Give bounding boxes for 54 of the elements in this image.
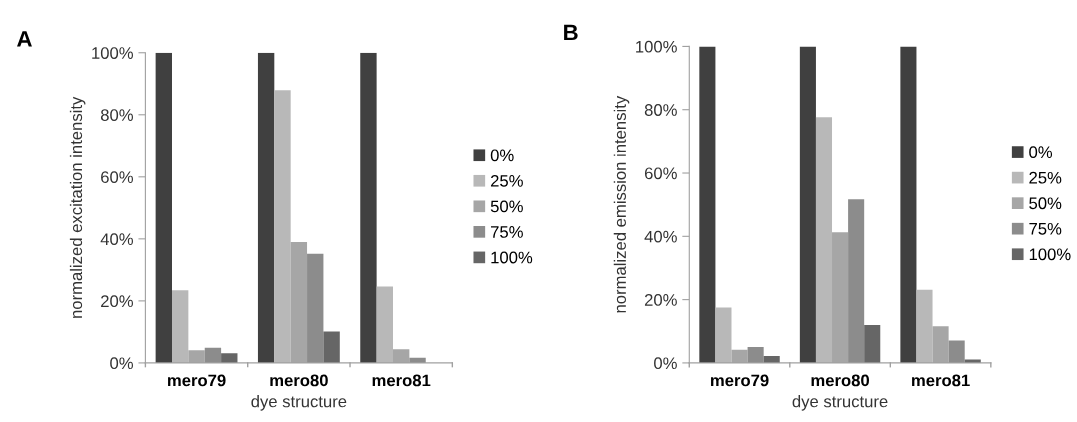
- y-tick-label: 100%: [92, 47, 133, 59]
- bar: [699, 46, 716, 363]
- bar: [948, 340, 965, 363]
- y-tick-label: 80%: [644, 104, 677, 116]
- y-tick-label: 20%: [101, 295, 133, 308]
- bar: [715, 307, 732, 363]
- x-tick-label: mero79: [168, 374, 226, 387]
- legend-label: 100%: [491, 251, 533, 264]
- legend-label: 0%: [1029, 146, 1053, 159]
- y-tick-label: 80%: [100, 109, 133, 121]
- text: A: [17, 31, 32, 47]
- bar: [815, 117, 833, 363]
- y-tick-label: 60%: [644, 167, 677, 180]
- x-axis-title: dye structure: [251, 395, 347, 411]
- legend-label: 100%: [1029, 248, 1071, 261]
- legend-label: 75%: [1029, 222, 1062, 235]
- y-tick-label: 100%: [636, 40, 677, 53]
- x-tick-label: mero81: [372, 374, 431, 387]
- y-tick-label: 0%: [110, 357, 133, 370]
- legend-label: 25%: [1029, 171, 1062, 184]
- bar: [257, 52, 275, 363]
- x-axis-title: dye structure: [792, 395, 888, 411]
- y-axis-title: normalized emission intensity: [613, 95, 630, 313]
- legend-label: 0%: [490, 149, 514, 162]
- y-tick-label: 40%: [644, 230, 677, 243]
- bar: [747, 347, 764, 363]
- bar: [221, 353, 238, 363]
- bar: [155, 52, 172, 363]
- y-tick-label: 60%: [101, 171, 133, 184]
- x-tick-label: mero81: [912, 374, 970, 387]
- x-tick-label: mero79: [710, 374, 769, 387]
- bar: [916, 289, 933, 363]
- text: B: [564, 24, 578, 41]
- x-tick-label: mero80: [811, 374, 870, 387]
- bar: [376, 286, 393, 363]
- y-axis-title: normalized excitation intensity: [69, 96, 86, 318]
- y-tick-label: 40%: [100, 233, 133, 246]
- bar: [848, 199, 865, 363]
- legend-label: 50%: [490, 200, 523, 213]
- bar: [307, 253, 324, 363]
- legend-label: 25%: [490, 174, 523, 187]
- x-tick-label: mero80: [270, 374, 328, 387]
- y-tick-label: 0%: [654, 357, 677, 370]
- legend-label: 50%: [1029, 197, 1062, 210]
- bar: [864, 324, 881, 363]
- y-tick-label: 20%: [644, 294, 677, 306]
- bar: [799, 46, 816, 363]
- bar: [360, 52, 377, 363]
- bar: [204, 347, 222, 363]
- bar: [274, 90, 291, 363]
- bar: [323, 331, 340, 363]
- legend-label: 75%: [491, 226, 523, 238]
- bar: [900, 46, 917, 363]
- bar: [172, 290, 189, 363]
